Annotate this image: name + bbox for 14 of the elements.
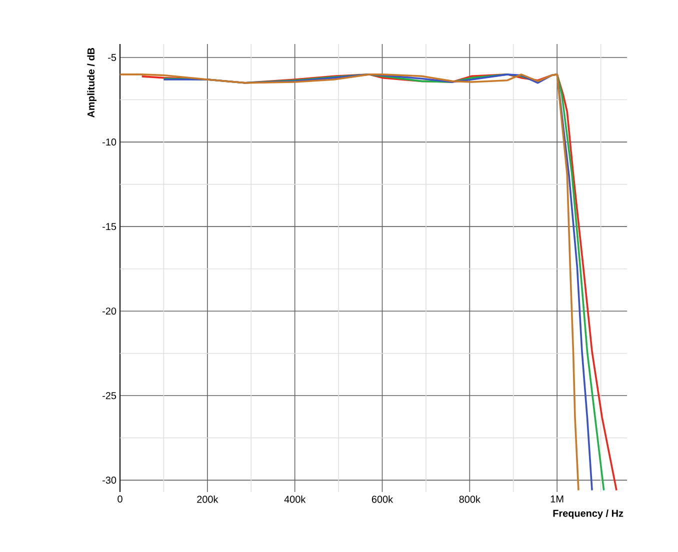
y-axis-title: Amplitude / dB	[87, 48, 96, 118]
y-tick-label: -20	[102, 308, 116, 315]
y-tick-label: -25	[102, 392, 116, 400]
x-tick-label: 200k	[197, 496, 218, 503]
y-tick-label: -30	[102, 476, 116, 484]
x-tick-label: 600k	[372, 496, 394, 503]
x-axis-title: Frequency / Hz	[553, 510, 624, 519]
y-tick-label: -5	[108, 54, 116, 61]
x-tick-label: 400k	[284, 496, 306, 503]
x-tick-label: 1M	[550, 496, 564, 502]
y-tick-label: -15	[102, 223, 116, 230]
x-tick-label: 800k	[459, 496, 480, 503]
y-tick-label: -10	[102, 138, 116, 146]
x-tick-label: 0	[118, 496, 122, 503]
